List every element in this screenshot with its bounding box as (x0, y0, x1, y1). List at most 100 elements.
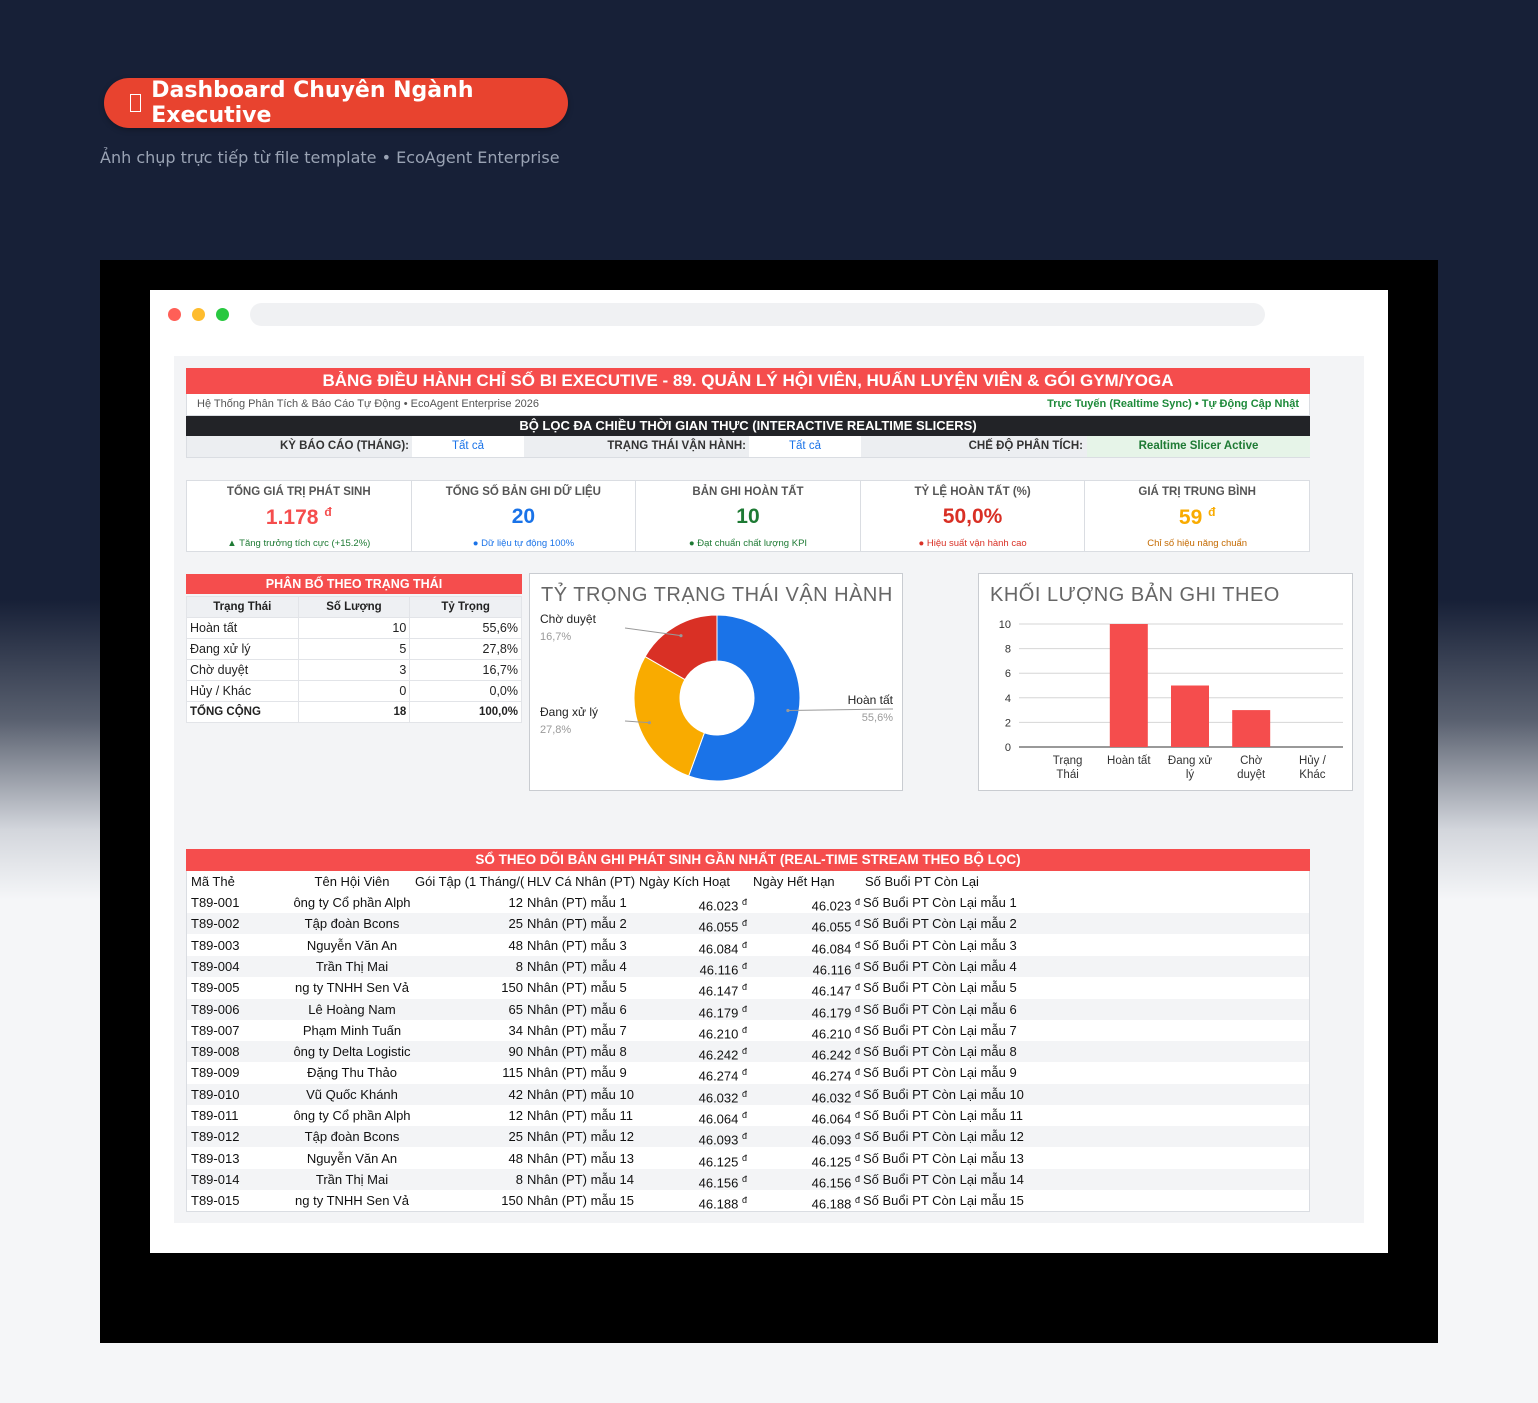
card-id-cell: T89-008 (191, 1044, 240, 1060)
column-header: HLV Cá Nhân (PT) (527, 874, 636, 889)
expiry-date-cell: 46.023 đ (811, 897, 860, 914)
card-id-cell: T89-011 (191, 1108, 239, 1123)
y-tick-label: 0 (1005, 742, 1011, 754)
table-row[interactable]: T89-012 Tập đoàn Bcons 25 Nhân (PT) mẫu 12 4… (187, 1126, 1309, 1148)
table-row[interactable]: T89-004 Trần Thị Mai 8 Nhân (PT) mẫu 4 46.11… (187, 955, 1309, 978)
count-cell: 5 (297, 638, 411, 660)
slice-label: Đang xử lý (540, 705, 598, 719)
x-tick-label: lý (1186, 769, 1195, 781)
pt-sessions-left-cell: Số Buổi PT Còn Lại mẫu 10 (863, 1086, 1024, 1102)
personal-trainer-cell: Nhân (PT) mẫu 10 (527, 1086, 634, 1102)
bar[interactable] (1109, 624, 1148, 747)
column-header: Ngày Hết Hạn (753, 874, 835, 889)
pt-sessions-left-cell: Số Buổi PT Còn Lại mẫu 13 (863, 1150, 1024, 1166)
member-name-cell: Phạm Minh Tuấn (302, 1022, 402, 1038)
card-id-cell: T89-013 (191, 1150, 240, 1166)
pt-sessions-left-cell: Số Buổi PT Còn Lại mẫu 6 (863, 1001, 1017, 1017)
package-cell: 90 (508, 1044, 523, 1060)
expiry-date-cell: 46.210 đ (811, 1024, 860, 1042)
bar-chart-canvas: 0 2 4 6 8 10 Trạng Thái Hoàn tất Đang xử lý Chờ duyệ… (999, 619, 1343, 781)
expiry-date-cell: 46.274 đ (811, 1067, 860, 1084)
table-row[interactable]: T89-015 ng ty TNHH Sen Vả 150 Nhân (PT) mẫu… (187, 1190, 1309, 1211)
table-row[interactable]: T89-002 Tập đoàn Bcons 25 Nhân (PT) mẫu 2 46… (187, 913, 1309, 935)
package-cell: 8 (515, 1171, 523, 1187)
activation-date-cell: 46.147 đ (698, 982, 747, 999)
dashboard-title: BẢNG ĐIỀU HÀNH CHỈ SỐ BI EXECUTIVE - 89.… (186, 368, 1310, 394)
activation-date-cell: 46.055 đ (698, 918, 747, 935)
personal-trainer-cell: Nhân (PT) mẫu 8 (527, 1044, 627, 1060)
bar[interactable] (1171, 685, 1209, 748)
pt-sessions-left-cell: Số Buổi PT Còn Lại mẫu 8 (863, 1044, 1017, 1060)
slice-label: Hoàn tất (848, 693, 894, 707)
package-cell: 12 (508, 895, 523, 910)
kpi-value: 20 (511, 505, 536, 528)
member-name-cell: ng ty TNHH Sen Vả (295, 1193, 409, 1209)
expiry-date-cell: 46.093 đ (811, 1131, 860, 1148)
slice-percent: 27,8% (540, 724, 571, 736)
kpi-title: BẢN GHI HOÀN TẤT (692, 486, 804, 498)
address-bar[interactable] (250, 303, 1265, 326)
bar[interactable] (1232, 710, 1271, 747)
donut-slice[interactable] (644, 614, 718, 681)
card-id-cell: T89-015 (191, 1193, 240, 1209)
activation-date-cell: 46.210 đ (698, 1024, 747, 1042)
table-row[interactable]: T89-001 ông ty Cổ phần Alph 12 Nhân (PT) mẫ… (187, 892, 1309, 913)
package-cell: 115 (502, 1065, 523, 1081)
table-row[interactable]: T89-014 Trần Thị Mai 8 Nhân (PT) mẫu 14 46.1… (187, 1168, 1309, 1191)
table-row[interactable]: T89-005 ng ty TNHH Sen Vả 150 Nhân (PT) mẫu… (187, 977, 1309, 998)
column-header: Ngày Kích Hoạt (639, 874, 731, 889)
distribution-table: Trạng Thái Số Lượng Tỷ Trọng Hoàn tất 10… (186, 596, 522, 723)
activation-date-cell: 46.116 đ (699, 960, 747, 978)
status-cell: Chờ duyệt (186, 659, 299, 681)
period-filter-select[interactable]: Tất cả (412, 436, 524, 457)
donut-slice[interactable] (633, 655, 706, 777)
expiry-date-cell: 46.116 đ (812, 960, 860, 978)
x-tick-label: duyệt (1237, 769, 1266, 781)
kpi-title: GIÁ TRỊ TRUNG BÌNH (1138, 486, 1256, 498)
close-window-icon[interactable] (168, 308, 181, 321)
package-cell: 8 (515, 958, 523, 974)
minimize-window-icon[interactable] (192, 308, 205, 321)
y-tick-label: 2 (1005, 717, 1011, 729)
mode-filter-value[interactable]: Realtime Slicer Active (1087, 436, 1310, 457)
status-filter-select[interactable]: Tất cả (749, 436, 861, 457)
document-icon (130, 94, 142, 112)
table-row[interactable]: T89-007 Phạm Minh Tuấn 34 Nhân (PT) mẫu 7 46… (187, 1020, 1309, 1041)
activation-date-cell: 46.023 đ (698, 897, 747, 914)
expiry-date-cell: 46.188 đ (811, 1195, 860, 1212)
kpi-note: ● Hiệu suất vận hành cao (918, 538, 1027, 549)
package-cell: 150 (501, 980, 523, 996)
bar-chart: KHỐI LƯỢNG BẢN GHI THEO 0 2 4 6 8 10 Trạng Thái… (978, 573, 1353, 791)
x-tick-label: Thái (1056, 769, 1078, 781)
sync-status: Trực Tuyến (Realtime Sync) • Tự Động Cập… (1047, 398, 1299, 410)
package-cell: 42 (508, 1086, 523, 1102)
member-name-cell: ông ty Delta Logistic (293, 1044, 411, 1060)
column-header: Trạng Thái (186, 596, 299, 618)
member-name-cell: Tập đoàn Bcons (304, 1129, 400, 1145)
maximize-window-icon[interactable] (216, 308, 229, 321)
kpi-note: ▲ Tăng trưởng tích cực (+15.2%) (227, 538, 371, 549)
personal-trainer-cell: Nhân (PT) mẫu 6 (527, 1001, 627, 1017)
leader-line (624, 627, 682, 637)
table-row[interactable]: T89-003 Nguyễn Văn An 48 Nhân (PT) mẫu 3 46.… (187, 935, 1309, 956)
bar-chart-title: KHỐI LƯỢNG BẢN GHI THEO (990, 584, 1280, 606)
kpi-note: ● Dữ liệu tự động 100% (472, 538, 575, 549)
badge-label: Dashboard Chuyên Ngành Executive (151, 78, 474, 128)
leader-line (624, 720, 650, 724)
table-row[interactable]: T89-013 Nguyễn Văn An 48 Nhân (PT) mẫu 13 46… (187, 1148, 1309, 1169)
table-row[interactable]: T89-010 Vũ Quốc Khánh 42 Nhân (PT) mẫu 10 46… (187, 1083, 1309, 1105)
table-row[interactable]: T89-006 Lê Hoàng Nam 65 Nhân (PT) mẫu 6 46.1… (187, 998, 1309, 1020)
table-row[interactable]: T89-011 ông ty Cổ phần Alph 12 Nhân (PT) mẫ… (187, 1105, 1309, 1126)
kpi-note: ● Đạt chuẩn chất lượng KPI (688, 538, 808, 549)
personal-trainer-cell: Nhân (PT) mẫu 7 (527, 1022, 627, 1038)
dashboard-badge: Dashboard Chuyên Ngành Executive (104, 78, 568, 128)
table-row[interactable]: T89-008 ông ty Delta Logistic 90 Nhân (PT) … (187, 1041, 1309, 1062)
activation-date-cell: 46.093 đ (698, 1131, 747, 1148)
donut-slice[interactable] (688, 614, 801, 782)
expiry-date-cell: 46.156 đ (811, 1173, 860, 1191)
personal-trainer-cell: Nhân (PT) mẫu 12 (527, 1129, 634, 1145)
y-tick-label: 6 (1005, 668, 1011, 680)
card-id-cell: T89-005 (191, 980, 240, 996)
table-row[interactable]: T89-009 Đặng Thu Thảo 115 Nhân (PT) mẫu 9 46… (187, 1062, 1309, 1083)
activation-date-cell: 46.188 đ (698, 1195, 747, 1212)
